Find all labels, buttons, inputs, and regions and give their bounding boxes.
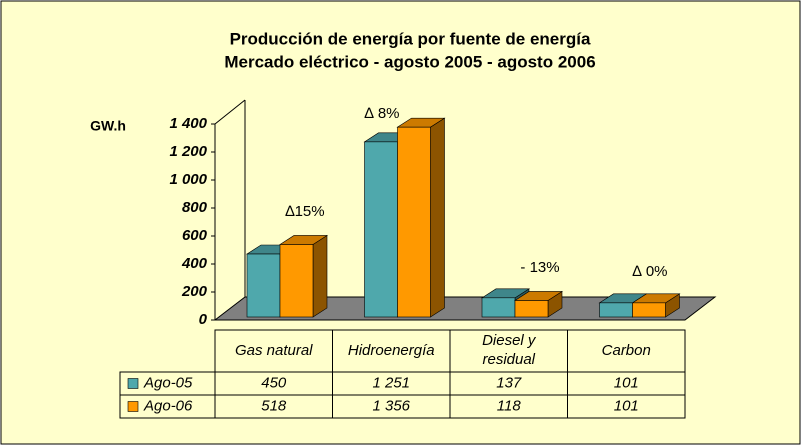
category-label: Diesel y residual	[482, 332, 537, 368]
category-label: Carbon	[602, 342, 651, 359]
bar	[514, 300, 549, 318]
annotation: ∆ 0%	[632, 263, 667, 280]
y-tick-label: 1 200	[169, 143, 207, 160]
bar	[599, 302, 633, 318]
y-tick-label: 1 000	[169, 171, 207, 188]
bar	[397, 126, 431, 318]
legend-key	[127, 401, 139, 412]
annotation: ∆ 8%	[364, 105, 399, 122]
annotation: - 13%	[520, 259, 559, 276]
category-label: Gas natural	[235, 342, 313, 359]
legend-label: Ago-05	[143, 374, 193, 391]
bar	[481, 297, 516, 318]
legend-key	[127, 378, 139, 389]
table-value: 137	[496, 374, 522, 391]
y-tick-label: 400	[181, 255, 208, 272]
wall-top-edge	[214, 99, 246, 125]
bar	[246, 253, 281, 318]
bar-side	[312, 234, 328, 318]
table-value: 450	[261, 374, 287, 391]
y-tick-label: 600	[182, 227, 208, 244]
legend-label: Ago-06	[143, 397, 193, 414]
y-tick-label: 0	[199, 311, 208, 328]
floor	[213, 296, 717, 321]
chart-subtitle: Mercado eléctrico - agosto 2005 - agosto…	[224, 52, 595, 71]
y-tick-label: 1 400	[169, 115, 207, 132]
bar	[364, 141, 398, 318]
bar-side	[430, 117, 445, 318]
category-label: Hidroenergía	[348, 342, 435, 359]
table-value: 118	[497, 397, 522, 414]
annotation: ∆15%	[285, 203, 324, 220]
chart-title: Producción de energía por fuente de ener…	[230, 29, 591, 48]
bar	[279, 244, 314, 318]
bar	[632, 302, 666, 318]
table-value: 1 356	[372, 397, 410, 414]
table-value: 101	[614, 397, 639, 414]
table-value: 518	[261, 397, 287, 414]
table-value: 1 251	[372, 374, 410, 391]
y-tick-label: 200	[181, 283, 208, 300]
table-value: 101	[614, 374, 639, 391]
y-tick-label: 800	[182, 199, 208, 216]
y-axis-label: GW.h	[90, 118, 126, 134]
